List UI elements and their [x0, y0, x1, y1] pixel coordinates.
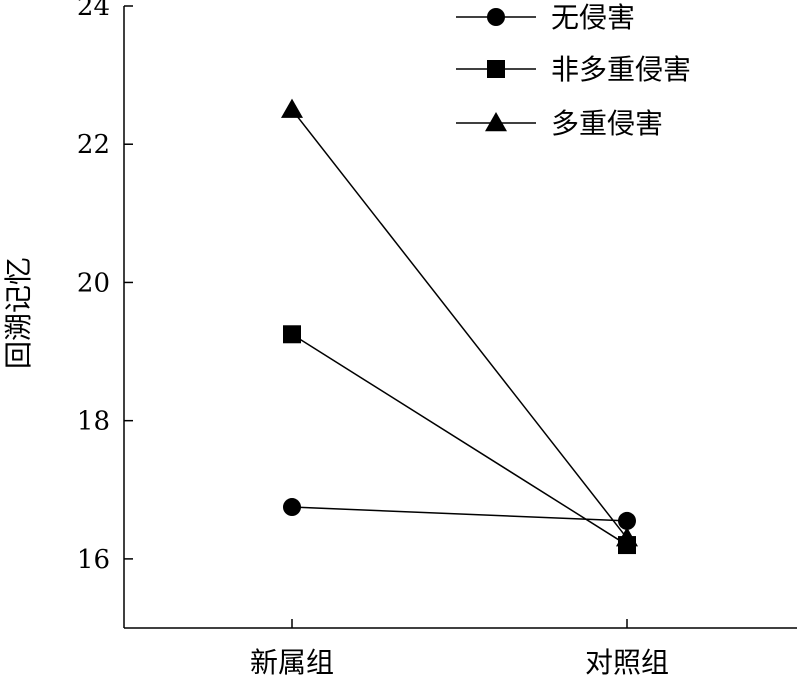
data-point-circle — [618, 511, 636, 530]
series-line — [291, 506, 628, 522]
legend-label: 非多重侵害 — [551, 53, 691, 86]
series-circle — [283, 498, 636, 530]
x-category-label: 对照组 — [585, 646, 669, 678]
data-point-circle — [283, 498, 301, 517]
series-line — [291, 333, 628, 546]
y-tick-label: 16 — [77, 545, 110, 575]
legend-item: 非多重侵害 — [456, 53, 691, 86]
series-triangle — [281, 98, 638, 547]
y-tick-label: 24 — [77, 0, 110, 22]
y-tick-label: 20 — [77, 268, 110, 298]
legend-label: 多重侵害 — [551, 107, 663, 140]
legend-label: 无侵害 — [551, 1, 635, 34]
legend-item: 多重侵害 — [456, 107, 663, 140]
data-point-triangle — [281, 98, 303, 118]
y-tick-label: 22 — [77, 130, 110, 160]
x-category-label: 新属组 — [250, 646, 334, 678]
legend-marker-circle — [487, 8, 505, 26]
series-layer — [281, 98, 638, 555]
y-axis-title: 回溯记忆 — [2, 257, 35, 369]
series-line — [291, 109, 628, 539]
y-tick-label: 18 — [77, 407, 110, 437]
legend-marker-triangle — [485, 112, 507, 132]
legend-marker-square — [487, 60, 505, 78]
data-point-square — [283, 325, 301, 344]
legend-item: 无侵害 — [456, 1, 635, 34]
data-point-triangle — [616, 527, 638, 547]
